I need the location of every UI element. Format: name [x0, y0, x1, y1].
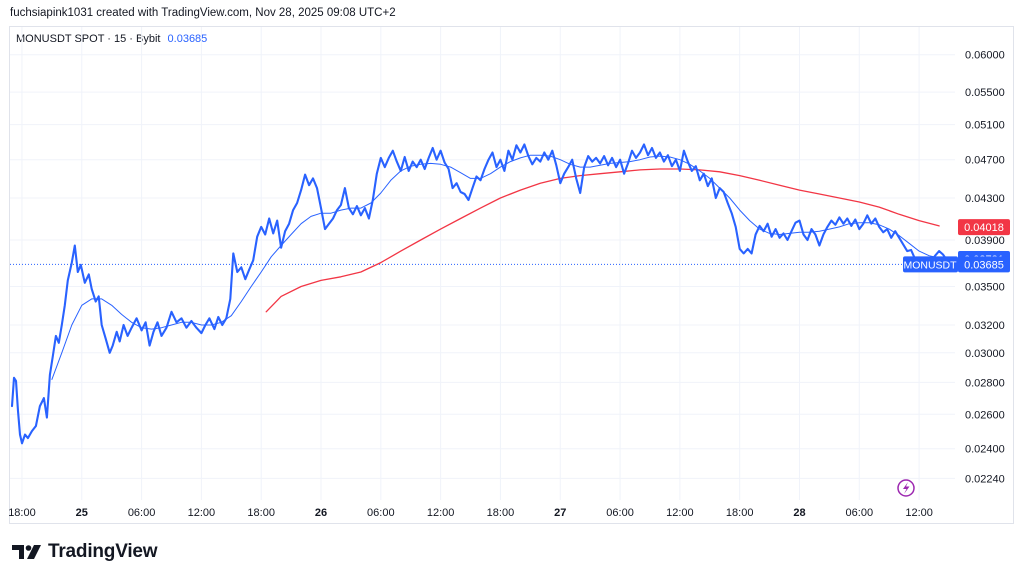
x-tick-label: 06:00: [367, 507, 395, 519]
x-tick-label: 12:00: [188, 507, 216, 519]
series-lines: [10, 143, 957, 445]
y-tick-label: 0.05100: [965, 120, 1005, 132]
ma-slow-badge-box: [958, 219, 1010, 236]
y-tick-label: 0.04700: [965, 155, 1005, 167]
y-tick-label: 0.05500: [965, 87, 1005, 99]
chart-frame: [9, 26, 1014, 524]
x-tick-label: 27: [554, 507, 566, 519]
symbol-legend[interactable]: MONUSDT SPOT · 15 · Bybit 0.03685: [16, 33, 207, 45]
lightning-icon[interactable]: [897, 479, 915, 497]
symbol-name: MONUSDT SPOT · 15 · Bybit: [16, 33, 161, 45]
symbol-tag-box: [903, 256, 958, 273]
x-tick-label: 06:00: [606, 507, 634, 519]
x-tick-label: 25: [76, 507, 88, 519]
chart-caption: fuchsiapink1031 created with TradingView…: [10, 7, 396, 19]
y-tick-label: 0.03500: [965, 281, 1005, 293]
price-series-line: [10, 143, 957, 445]
x-tick-label: 12:00: [905, 507, 933, 519]
x-tick-label: 06:00: [846, 507, 874, 519]
x-tick-label: 18:00: [487, 507, 515, 519]
x-tick-label: 26: [315, 507, 327, 519]
y-tick-label: 0.02600: [965, 409, 1005, 421]
symbol-tag-text: MONUSDT: [903, 259, 957, 271]
y-tick-label: 0.03900: [965, 235, 1005, 247]
grid-lines: [10, 27, 955, 500]
ma-slow-line: [265, 168, 940, 313]
y-tick-label: 0.03000: [965, 348, 1005, 360]
x-tick-label: 18:00: [247, 507, 275, 519]
x-tick-label: 06:00: [128, 507, 156, 519]
y-tick-label: 0.02240: [965, 473, 1005, 485]
ma-fast-line: [51, 154, 950, 380]
y-tick-label: 0.04300: [965, 193, 1005, 205]
y-tick-label: 0.03200: [965, 320, 1005, 332]
legend-price: 0.03685: [167, 33, 208, 45]
price-axis[interactable]: 0.06000 0.05500 0.05100 0.04700 0.04300 0.039…: [965, 50, 1005, 486]
x-tick-label: 12:00: [666, 507, 694, 519]
last-price-badge-box: [958, 256, 1010, 273]
x-tick-label: 28: [793, 507, 805, 519]
tv-logo-icon: [12, 545, 41, 559]
ma-slow-badge-text: 0.04018: [964, 222, 1004, 234]
y-tick-label: 0.02400: [965, 444, 1005, 456]
x-tick-label: 12:00: [427, 507, 455, 519]
last-price-badge-text: 0.03685: [964, 259, 1004, 271]
tv-wordmark: TradingView: [48, 541, 158, 562]
y-tick-label: 0.06000: [965, 50, 1005, 62]
time-axis[interactable]: 18:00 25 06:00 12:00 18:00 26 06:00 12:00 18:00 2…: [8, 507, 933, 519]
y-tick-label: 0.02800: [965, 377, 1005, 389]
x-tick-label: 18:00: [726, 507, 754, 519]
x-tick-label: 18:00: [8, 507, 36, 519]
tradingview-logo: TradingView: [12, 541, 158, 563]
lightning-bolt: [903, 482, 910, 494]
